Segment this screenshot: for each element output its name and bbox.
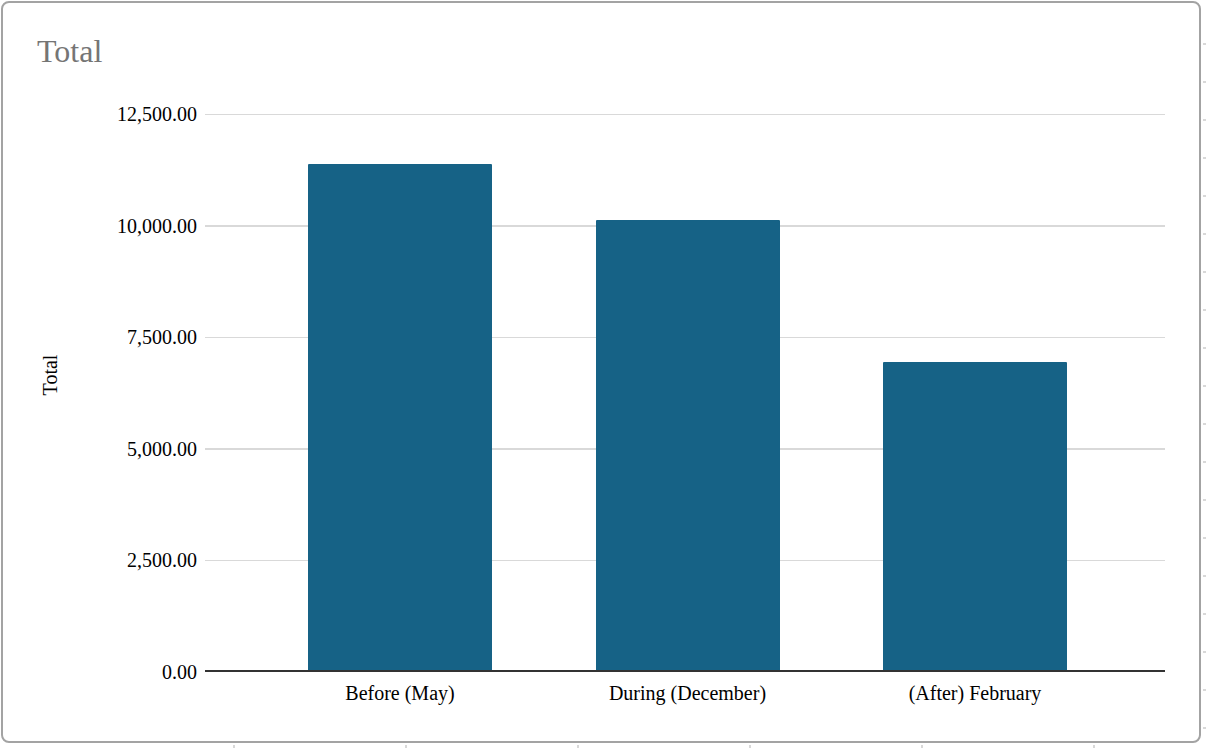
bar-2[interactable]	[596, 220, 780, 671]
y-tick-label: 10,000.00	[0, 214, 197, 239]
x-category-label: Before (May)	[250, 681, 550, 706]
chart-title: Total	[37, 33, 102, 70]
spreadsheet-background: Total Total 0.00 2,500.00 5,000.00 7,500.00…	[0, 0, 1206, 748]
y-tick-label: 12,500.00	[0, 102, 197, 127]
x-axis-line	[205, 670, 1165, 673]
bar-1[interactable]	[308, 164, 492, 671]
x-category-label: (After) February	[825, 681, 1125, 706]
x-category-label: During (December)	[538, 681, 838, 706]
y-tick-label: 7,500.00	[0, 325, 197, 350]
y-tick-label: 5,000.00	[0, 437, 197, 462]
y-tick-label: 0.00	[0, 660, 197, 685]
bar-3[interactable]	[883, 362, 1067, 671]
y-tick-label: 2,500.00	[0, 548, 197, 573]
gridline	[205, 114, 1165, 116]
y-axis-title: Total	[39, 355, 62, 396]
